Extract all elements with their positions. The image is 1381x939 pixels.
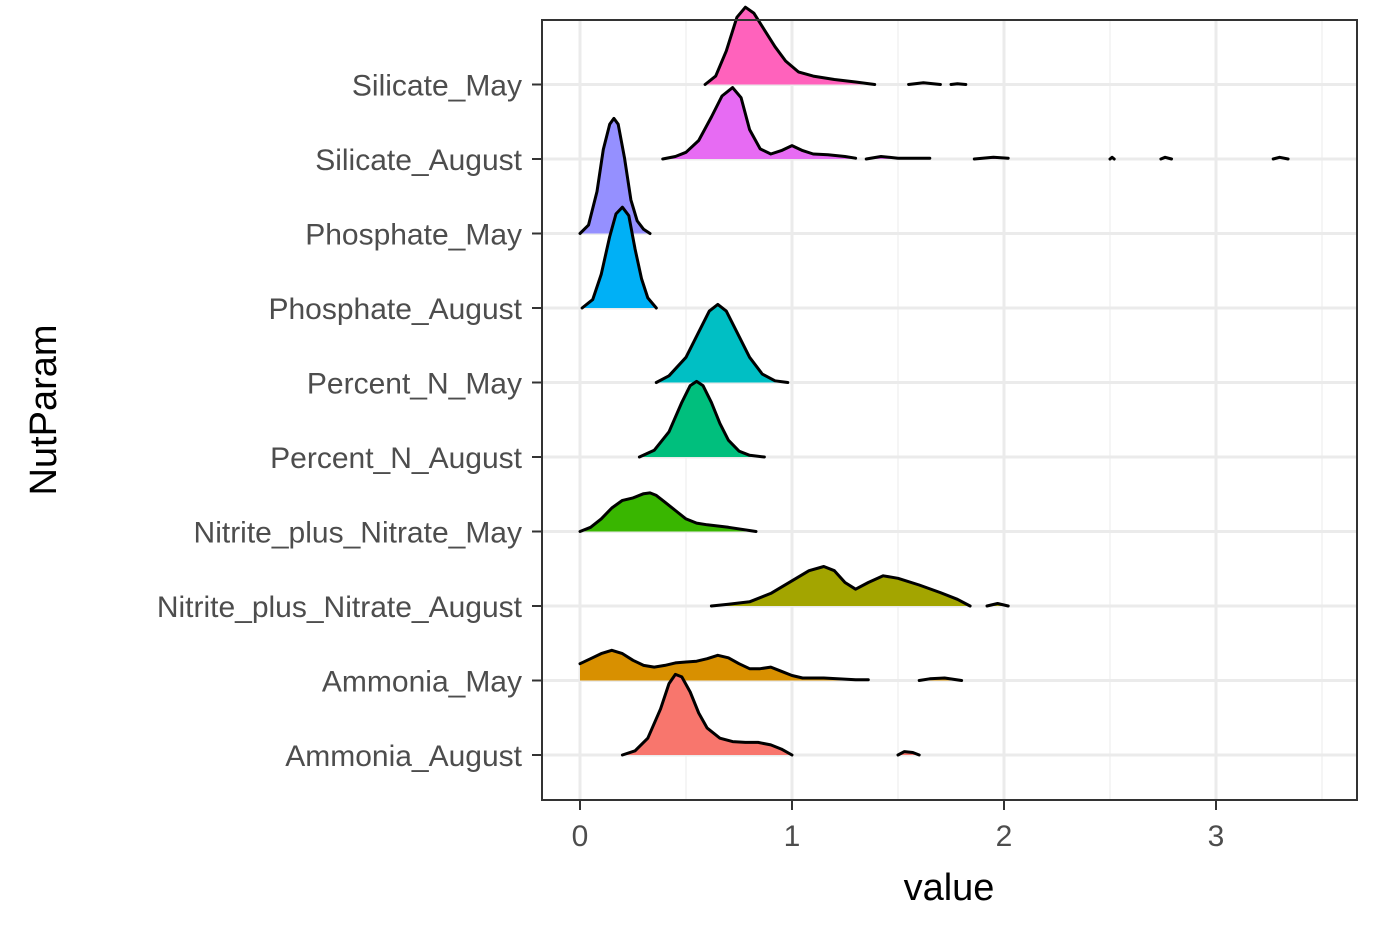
- ridge-outline: [578, 116, 652, 235]
- y-tick-label: Silicate_May: [352, 70, 522, 103]
- ridge-outline: [917, 676, 964, 682]
- ridge-area: [580, 118, 650, 234]
- ridge-phosphate-may: [578, 116, 652, 235]
- y-tick-label: Phosphate_May: [305, 219, 522, 252]
- ridge-area: [580, 492, 756, 532]
- ridge-area: [711, 566, 971, 606]
- x-tick-label: 2: [996, 820, 1013, 853]
- ridge-area: [705, 7, 875, 85]
- y-axis-title: NutParam: [23, 324, 65, 495]
- ridge-outline: [907, 81, 942, 86]
- ridge-silicate-august: [661, 86, 1290, 161]
- y-tick-label: Ammonia_May: [322, 666, 522, 699]
- ridge-area: [580, 650, 869, 681]
- y-tick-label: Silicate_August: [315, 144, 522, 177]
- y-tick-label: Percent_N_May: [307, 368, 522, 401]
- ridge-area: [662, 87, 856, 159]
- ridge-outline: [972, 155, 1010, 161]
- ridge-outline: [580, 205, 658, 310]
- y-tick-label: Percent_N_August: [270, 442, 522, 475]
- ridge-percent-n-may: [654, 302, 790, 384]
- y-axis: Silicate_May Silicate_August Phosphate_May…: [157, 70, 542, 773]
- ridge-outline: [1159, 155, 1173, 161]
- ridge-area: [582, 207, 657, 308]
- ridge-outline: [709, 565, 972, 608]
- y-tick-label: Ammonia_August: [285, 740, 522, 773]
- y-tick-label: Phosphate_August: [268, 293, 522, 326]
- y-tick-label: Nitrite_plus_Nitrate_August: [157, 591, 523, 624]
- ridge-area: [622, 674, 792, 755]
- x-axis: 0 1 2 3: [572, 800, 1225, 853]
- ridge-outline: [1271, 155, 1290, 161]
- ridge-percent-n-august: [637, 379, 766, 459]
- ridge-area: [639, 381, 765, 457]
- ridge-area: [656, 304, 788, 383]
- plot-panel: [542, 20, 1357, 800]
- y-tick-label: Nitrite_plus_Nitrate_May: [194, 517, 522, 550]
- ridge-phosphate-august: [580, 205, 658, 310]
- ridge-outline: [864, 155, 932, 161]
- x-tick-label: 3: [1208, 820, 1225, 853]
- ridge-nitrite-plus-nitrate-august: [709, 565, 1010, 608]
- plot-border: [541, 19, 1358, 801]
- ridge-ammonia-august: [620, 672, 921, 757]
- ridge-outline: [1108, 155, 1116, 161]
- ridge-outline: [654, 302, 790, 384]
- x-tick-label: 1: [784, 820, 801, 853]
- ridge-outline: [985, 602, 1010, 608]
- ridge-outline: [578, 491, 758, 533]
- x-tick-label: 0: [572, 820, 589, 853]
- ridge-outline: [637, 379, 766, 459]
- ridge-outline: [661, 86, 858, 161]
- ridge-outline: [703, 5, 877, 86]
- ridges: [578, 5, 1290, 757]
- ridge-outline: [949, 82, 968, 86]
- ridge-outline: [578, 648, 870, 682]
- ridge-silicate-may: [703, 5, 968, 86]
- ridge-outline: [620, 672, 794, 757]
- ridge-outline: [896, 750, 921, 757]
- ridge-nitrite-plus-nitrate-may: [578, 491, 758, 533]
- x-axis-title: value: [904, 867, 995, 909]
- ridge-ammonia-may: [578, 648, 964, 682]
